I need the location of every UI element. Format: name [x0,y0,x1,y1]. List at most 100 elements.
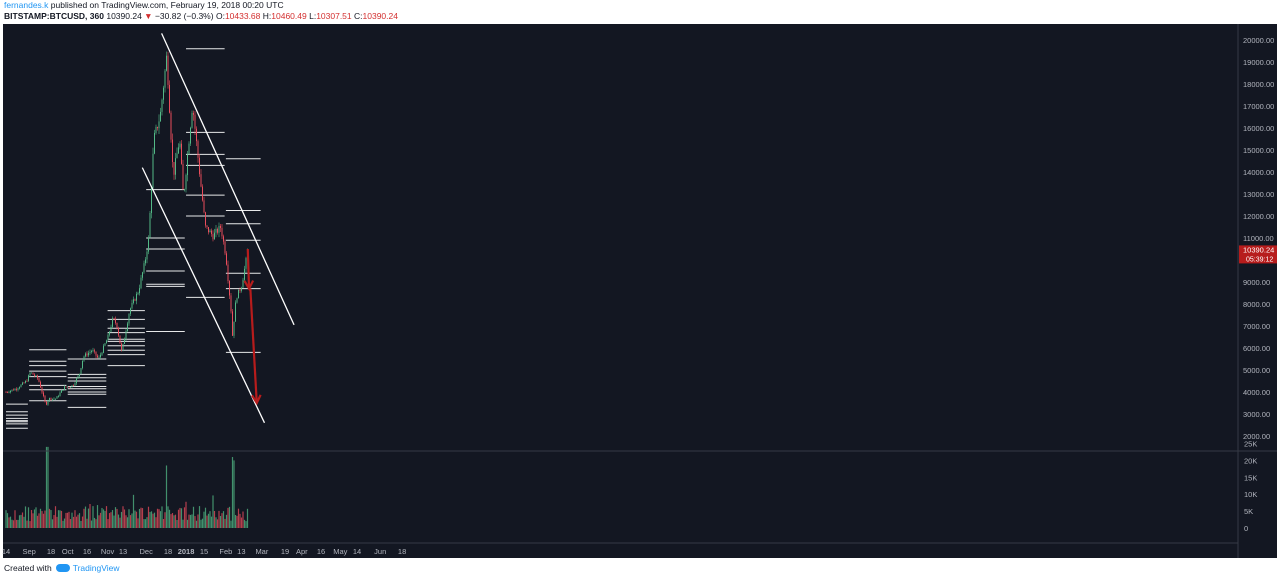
candle-body [193,112,194,115]
volume-bar [180,508,183,528]
candle-body [77,375,79,379]
volume-bar [44,510,46,528]
volume-bar [201,518,204,528]
close-label: C: [354,11,363,21]
volume-bar [102,509,105,528]
candle-body [34,374,35,376]
candle-body [212,234,214,240]
author-link[interactable]: fernandes.k [4,0,49,10]
volume-bar [38,513,40,528]
volume-bar [153,512,156,528]
candle-body [238,289,239,299]
trend-line [141,167,266,424]
volume-bar [176,520,178,528]
time-tick-label: 15 [200,547,208,556]
candle-body [149,212,151,238]
candle-body [134,299,136,301]
candle-body [196,128,197,142]
candle-body [44,395,46,402]
volume-axis[interactable]: 25K 20K 15K 10K 5K 0 [1244,440,1257,534]
volume-bar [50,510,52,528]
volume-bar [123,509,126,528]
tradingview-label: TradingView [72,563,120,573]
candle-body [166,55,167,71]
candle-body [194,114,196,129]
horizontal-levels [6,48,261,429]
volume-bar [68,511,70,528]
volume-bar [99,512,102,528]
volume-bar [192,506,195,528]
volume-bar [53,515,55,528]
candle-body [109,331,110,335]
candle-body [95,351,97,356]
price-tick-label: 8000.00 [1243,300,1270,309]
candle-body [154,132,155,154]
volume-bar [66,512,69,528]
candle-body [61,390,62,393]
candle-body [17,388,19,390]
candle-body [98,357,100,358]
time-tick-label: 19 [281,547,289,556]
candle-body [188,143,190,155]
volume-bar [96,505,99,528]
candle-body [211,230,212,235]
volume-bar [11,519,13,528]
candle-body [8,392,10,393]
volume-bar [245,521,247,528]
price-tick-label: 14000.00 [1243,168,1274,177]
candle-body [71,385,73,388]
time-tick-label: 16 [317,547,325,556]
candle-body [106,340,107,344]
candle-body [181,143,182,164]
candle-body [245,258,247,269]
candle-body [104,343,106,346]
volume-bar [246,508,249,528]
candle-body [199,157,200,175]
volume-bar [233,460,235,528]
forecast-arrows[interactable] [243,248,262,406]
volume-bar [218,510,220,528]
candle-body [169,84,170,113]
candle-body [184,189,185,191]
candle-body [11,389,13,391]
volume-bar [14,510,16,528]
forecast-arrow-head [243,280,255,291]
candle-body [182,163,184,190]
time-tick-label: Apr [296,547,308,556]
volume-bar [6,513,9,528]
volume-bar [197,514,199,528]
candle-body [218,225,220,233]
price-chart[interactable]: 20000.00 19000.00 18000.00 17000.00 16000.00… [0,24,1280,560]
candle-body [244,268,245,280]
volume-bar [84,506,87,528]
volume-bar [101,507,103,528]
volume-bar [32,513,34,528]
candle-body [97,355,98,358]
candle-body [14,388,16,391]
time-axis[interactable]: 14 Sep 18 Oct 16 Nov 13 Dec 18 2018 15 Feb 13 Mar 19 Ap… [2,547,406,556]
candle-body [230,295,232,312]
candle-body [37,375,38,379]
candle-body [68,386,70,388]
volume-bar [107,519,109,528]
volume-bar [191,514,193,528]
candle-body [164,70,166,88]
candle-body [241,287,242,291]
tradingview-brand[interactable]: TradingView [55,563,120,573]
price-tick-label: 18000.00 [1243,80,1274,89]
time-tick-label: Sep [22,547,35,556]
candle-body [5,392,7,393]
candle-body [20,384,22,388]
candle-body [79,373,80,376]
candle-body [170,112,172,140]
candle-body [7,392,8,393]
volume-bar [86,518,88,528]
volume-bar [47,446,49,528]
volume-bar [60,510,63,528]
candle-body [31,372,32,374]
price-tick-label: 19000.00 [1243,58,1274,67]
candle-body [74,383,76,386]
volume-bars [5,446,249,528]
volume-bar [105,506,108,528]
trend-lines[interactable] [141,33,295,424]
